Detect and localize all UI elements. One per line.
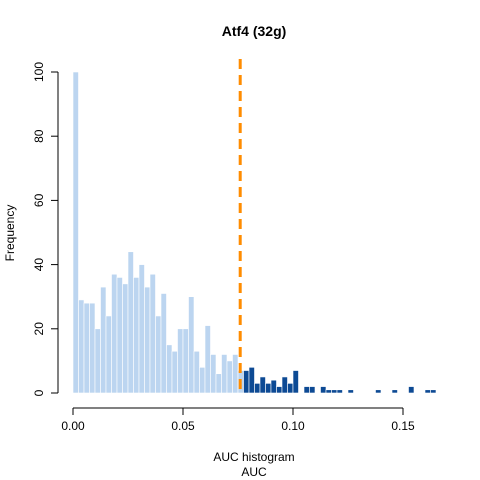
histogram-bar [105,315,112,394]
histogram-bar [287,383,294,394]
histogram-bar [155,315,162,394]
histogram-bar [182,328,189,394]
x-tick-label: 0.15 [391,419,415,433]
histogram-bar [276,386,283,394]
histogram-bar [149,273,156,394]
x-axis: 0.00 0.05 0.10 0.15 [61,407,415,433]
histogram-bar [259,376,266,394]
histogram-bar [281,376,288,394]
histogram-bar [83,302,90,394]
histogram-bar [320,386,327,394]
histogram-bar [166,344,173,394]
y-tick-label: 0 [32,389,46,396]
y-tick-label: 20 [32,322,46,336]
y-tick-label: 100 [32,62,46,82]
x-tick-label: 0.00 [61,419,85,433]
histogram-bar [309,386,316,394]
histogram-bar [210,354,217,394]
y-axis-label: Frequency [3,205,17,262]
histogram-bar [171,350,178,394]
histogram-bar [133,277,140,394]
histogram-bar [89,302,96,394]
histogram-bar [199,367,206,394]
histogram-bar [226,360,233,394]
histogram-bar [430,389,437,394]
x-tick-label: 0.10 [281,419,305,433]
histogram-bar [144,286,151,394]
x-axis-sublabel: AUC [241,465,267,479]
x-tick-label: 0.05 [171,419,195,433]
histogram-bar [248,367,255,394]
histogram-bar [221,354,228,394]
histogram-bar [254,383,261,394]
histogram-bar [100,286,107,394]
histogram-bar [116,277,123,394]
histogram-bars [72,71,437,394]
histogram-bar [111,273,118,394]
histogram-bar [408,386,415,394]
histogram-bar [424,389,431,394]
histogram-bar [270,379,277,394]
histogram-bar [94,328,101,394]
histogram-bar [347,389,354,394]
histogram-bar [391,389,398,394]
histogram-bar [122,283,129,394]
histogram-bar [331,389,338,394]
histogram-bar [232,354,239,394]
histogram-bar [265,383,272,394]
histogram-bar [204,325,211,394]
y-tick-label: 60 [32,193,46,207]
y-axis: 0 20 40 60 80 100 [32,62,59,396]
histogram-bar [160,293,167,394]
histogram-bar [303,386,310,394]
chart-title: Atf4 (32g) [222,23,287,39]
histogram-bar [336,389,343,394]
histogram-bar [78,299,85,394]
histogram-bar [243,370,250,394]
histogram-bar [375,389,382,394]
histogram-bar [177,328,184,394]
histogram-bar [292,370,299,394]
x-axis-label: AUC histogram [213,450,294,464]
histogram-bar [138,264,145,394]
histogram-bar [193,350,200,394]
histogram-bar [325,389,332,394]
y-tick-label: 40 [32,258,46,272]
histogram-bar [215,373,222,394]
histogram-bar [127,251,134,394]
histogram-bar [188,296,195,394]
y-tick-label: 80 [32,129,46,143]
histogram-bar [72,71,79,394]
